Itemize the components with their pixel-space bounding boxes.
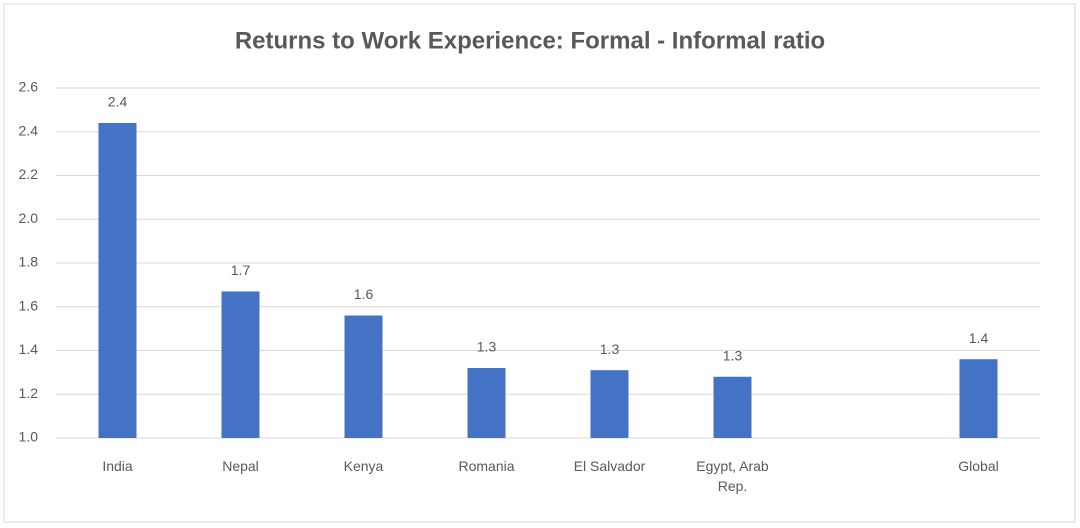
value-label: 1.3	[477, 339, 497, 355]
x-tick-label: Kenya	[343, 458, 384, 474]
y-tick-label: 2.6	[19, 79, 39, 95]
value-label: 1.6	[354, 286, 374, 302]
y-tick-label: 2.2	[19, 166, 39, 182]
bar	[713, 376, 752, 438]
x-tick-label: Nepal	[222, 458, 259, 474]
value-label: 1.3	[723, 347, 743, 363]
bar	[590, 370, 629, 438]
chart-title: Returns to Work Experience: Formal - Inf…	[235, 27, 825, 54]
y-tick-label: 1.2	[19, 385, 39, 401]
y-tick-label: 1.4	[19, 341, 39, 357]
bar	[221, 291, 260, 438]
y-tick-label: 1.0	[19, 429, 39, 445]
x-tick-label: El Salvador	[573, 458, 646, 474]
value-label: 1.7	[231, 262, 251, 278]
bar	[344, 315, 383, 438]
x-tick-label: Egypt, Arab Rep.	[696, 458, 769, 494]
y-tick-label: 2.4	[19, 122, 39, 138]
value-label: 1.4	[969, 330, 989, 346]
x-tick-label: Romania	[458, 458, 515, 474]
y-tick-label: 2.0	[19, 210, 39, 226]
y-tick-label: 1.6	[19, 297, 39, 313]
x-tick-label: India	[102, 458, 133, 474]
bar	[959, 359, 998, 438]
value-label: 1.3	[600, 341, 620, 357]
bar	[98, 123, 137, 438]
value-label: 2.4	[108, 94, 128, 110]
x-tick-label: Global	[958, 458, 999, 474]
y-tick-label: 1.8	[19, 254, 39, 270]
bar	[467, 368, 506, 438]
